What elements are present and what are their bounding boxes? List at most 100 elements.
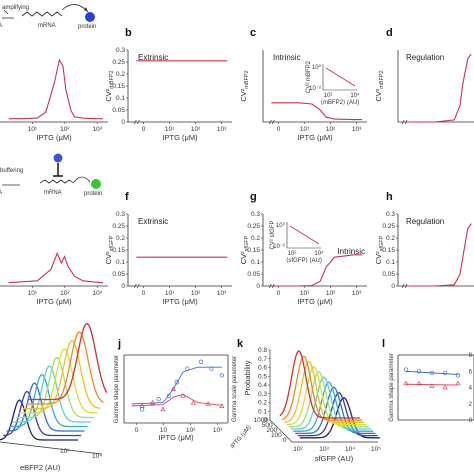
x-tick-label-b: 10² [191,126,201,133]
chart-title-c: Intrinsic [273,53,301,62]
inset-ytick-g: 10⁰ [276,222,286,229]
panel-label-h: h [386,191,393,203]
schematic-buffering: buffering mRNA protein A [0,153,102,197]
label-protein-top: protein [78,24,96,30]
panel-label-l: l [382,338,385,350]
histogram-curve-k [279,350,360,419]
y-axis-label-left-j: Gamma shape parameter [114,355,120,423]
y-tick-label-f: 0.1 [116,259,125,266]
y-label-sub-g: sfGFP [244,235,250,251]
y-axis-label-d: CV²mBFP2 [374,70,385,101]
schematic-arrow-stub [3,9,9,15]
chart-k: 00.10.20.30.40.50.60.70.8Probability1000… [230,347,381,463]
x-tick-label-c: 10² [326,126,336,133]
blue-point-j [219,373,225,378]
x-tick-label-c: 0 [277,126,281,133]
y-axis-label-l: Gamma shape parameter [389,353,395,421]
y-tick-label-h: 0.1 [386,259,395,266]
y-tick-label-l: 0 [469,418,473,424]
series-line-h [406,223,472,287]
red-point-j [219,403,225,408]
histogram-curve-i [25,331,104,405]
red-point-l [429,383,435,388]
series-line-a [8,58,103,120]
y-label-main-g: CV² [239,251,248,264]
panel-label-g: g [250,191,257,203]
axis-break-h [401,283,408,289]
y-tick-label-b: 0.1 [116,95,125,102]
x-axis-label-b: IPTG (μM) [162,133,198,142]
series-line-g [271,254,363,287]
y-tick-label-h: 0.2 [386,235,395,242]
inset-xtick-g: 10² [288,251,297,257]
y-tick-label-l: 6 [469,369,473,375]
x-tick-label-f: 10¹ [165,290,175,297]
red-point-j [190,399,196,405]
blue-point-j [198,359,204,364]
histogram-curve-i [22,339,101,410]
blue-point-l [416,369,422,374]
red-fit-j [131,393,222,407]
red-point-j [180,393,186,398]
x-axis-label-c: IPTG (μM) [297,133,333,142]
chart-f: 0 0.05 0.1 0.15 0.2 0.25 0.3 0 10¹ 10² 10³ Extrinsi… [104,211,232,306]
chart-j: 0 10 10² 10³ IPTG (μM) Gamma shape parameter G… [114,354,238,442]
depth-tick-label-k: 1000 [254,417,269,424]
y-tick-label-g: 0.2 [251,235,260,242]
x-tick-label-i: 10⁴ [92,453,102,460]
panel-label-f: f [125,191,129,203]
chart-title-b: Extrinsic [138,53,168,62]
chart-d: Regulation CV²mBFP2 [374,50,474,125]
chart-title-g: Intrinsic [337,247,365,256]
x-tick-label-j: 10³ [213,427,223,434]
x-tick-label-g: 10³ [352,290,362,297]
x-tick-label-b: 10¹ [165,126,175,133]
y-axis-label-c: CV²mBFP2 [239,70,250,101]
inset-xtick-c: 10² [324,93,333,99]
y-tick-label-h: 0 [391,283,395,290]
label-buffering: buffering [0,168,23,174]
label-mrna-mid: mRNA [44,190,62,196]
y-axis-label-g: CV²sfGFP [239,235,250,264]
x-axis-label-a: IPTG (μM) [36,133,72,142]
x-tick-label-a: 10² [60,126,70,133]
depth-axis-k [269,419,293,443]
depth-tick-label-k: 100 [271,432,282,439]
label-e-cut: A [0,190,2,196]
y-axis-label-f: CV²sfGFP [104,235,115,264]
y-tick-label-l: 8 [469,353,473,359]
depth-tick-label-k: 500 [262,422,273,429]
chart-e: 10¹ 10² 10³ IPTG (μM) [0,251,108,306]
histogram-curve-i [28,322,108,401]
x-tick-label-g: 10² [326,290,336,297]
axis-break-b [134,119,140,125]
y-tick-label-k: 0 [263,417,267,424]
x-tick-label-g: 10¹ [300,290,310,297]
x-axis-label-i: eBFP2 (AU) [20,463,61,472]
blue-fit-l [405,370,459,375]
chart-title-h: Regulation [406,217,444,226]
y-tick-label-b: 0.3 [116,47,125,54]
y-label-main-c: CV² [239,88,248,101]
x-axis-label-j: IPTG (μM) [158,433,194,442]
inset-xtick-c: 10⁴ [350,92,360,99]
y-label-sub-d: mBFP2 [379,70,385,88]
y-tick-label-f: 0.05 [112,271,125,278]
label-amplifying: amplifying [2,5,29,11]
y-tick-label-g: 0.1 [251,259,260,266]
red-point-l [416,380,422,386]
panel-label-k: k [237,338,244,350]
red-point-j [170,386,177,391]
y-tick-label-k: 0.6 [258,365,267,372]
axis-break-f [134,283,140,289]
y-axis-label-k: Probability [243,360,252,395]
x-tick-label-j: 10² [186,427,196,434]
y-tick-label-g: 0.25 [247,223,260,230]
x-axis-label-f: IPTG (μM) [162,297,198,306]
y-tick-label-k: 0.5 [258,373,267,380]
blue-point-j [156,397,161,402]
y-tick-label-g: 0.3 [251,211,260,218]
y-tick-label-k: 0.7 [258,356,267,363]
inset-ytick-c: 10⁰ [312,64,322,71]
